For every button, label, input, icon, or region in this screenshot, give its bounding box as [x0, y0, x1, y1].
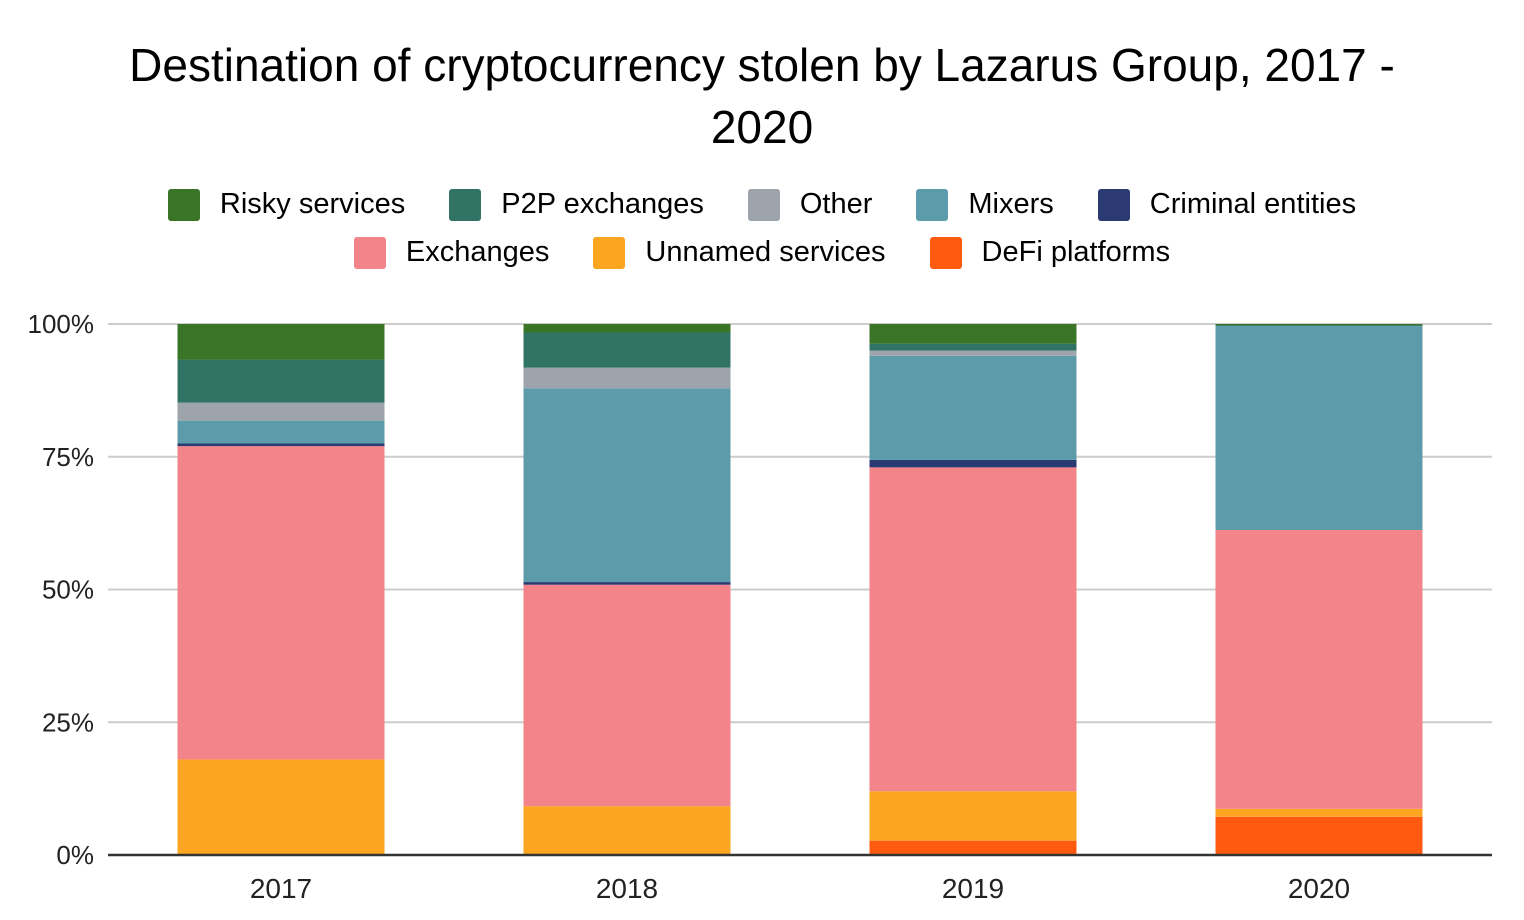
legend-swatch [449, 188, 482, 221]
legend-item-risky-services[interactable]: Risky services [167, 188, 406, 221]
bar-segment-p2p-exchanges[interactable] [1215, 325, 1423, 327]
bar-segment-p2p-exchanges[interactable] [177, 359, 385, 403]
bar-segment-exchanges[interactable] [1215, 530, 1423, 809]
legend-item-unnamed-services[interactable]: Unnamed services [593, 236, 886, 269]
legend-item-other[interactable]: Other [747, 188, 873, 221]
legend-label: Other [799, 188, 873, 220]
axes: 0% 25% 50% 75% 100% 2017 2018 2019 2020 [28, 309, 1492, 904]
bar-segment-p2p-exchanges[interactable] [869, 343, 1077, 351]
legend-swatch [916, 188, 949, 221]
bar-segment-mixers[interactable] [177, 420, 385, 444]
x-tick-label: 2020 [1288, 873, 1350, 904]
legend-item-p2p-exchanges[interactable]: P2P exchanges [449, 188, 704, 221]
x-tick-label: 2017 [250, 873, 312, 904]
bar-segment-exchanges[interactable] [177, 446, 385, 760]
bar-segment-risky-services[interactable] [523, 324, 731, 333]
y-tick-label: 75% [42, 442, 94, 472]
bar-segment-mixers[interactable] [1215, 326, 1423, 531]
bar-segment-unnamed-services[interactable] [1215, 808, 1423, 817]
y-tick-label: 25% [42, 707, 94, 737]
legend-row-1: Risky services P2P exchanges Other Mixer… [0, 188, 1524, 221]
chart-title-line-1: Destination of cryptocurrency stolen by … [129, 39, 1395, 91]
y-tick-label: 0% [56, 840, 94, 870]
bars [177, 324, 1423, 855]
legend-item-defi-platforms[interactable]: DeFi platforms [929, 236, 1171, 269]
bar-segment-mixers[interactable] [523, 388, 731, 583]
bar-segment-other[interactable] [523, 367, 731, 389]
bar-segment-other[interactable] [177, 402, 385, 421]
bar-segment-unnamed-services[interactable] [177, 759, 385, 855]
legend-item-exchanges[interactable]: Exchanges [353, 236, 550, 269]
legend-label: Mixers [968, 188, 1054, 220]
chart-title-line-2: 2020 [710, 101, 814, 153]
bar-segment-criminal-entities[interactable] [177, 443, 385, 447]
bar-segment-risky-services[interactable] [177, 324, 385, 360]
bar-segment-exchanges[interactable] [523, 584, 731, 807]
bar-segment-mixers[interactable] [869, 355, 1077, 460]
bar-segment-criminal-entities[interactable] [523, 582, 731, 585]
y-tick-label: 100% [28, 309, 95, 339]
legend-label: DeFi platforms [981, 236, 1171, 268]
legend-row-2: Exchanges Unnamed services DeFi platform… [0, 236, 1524, 269]
legend-swatch [747, 188, 780, 221]
bar-segment-criminal-entities[interactable] [869, 459, 1077, 468]
x-tick-label: 2018 [596, 873, 658, 904]
legend-label: Criminal entities [1149, 188, 1357, 220]
legend-swatch [167, 188, 200, 221]
bar-segment-risky-services[interactable] [1215, 324, 1423, 326]
legend-swatch [593, 236, 626, 269]
legend-swatch [929, 236, 962, 269]
chart-title: Destination of cryptocurrency stolen by … [0, 34, 1524, 158]
legend-label: Exchanges [405, 236, 550, 268]
legend-label: Risky services [219, 188, 406, 220]
legend-item-criminal-entities[interactable]: Criminal entities [1097, 188, 1357, 221]
legend-swatch [353, 236, 386, 269]
y-tick-label: 50% [42, 575, 94, 605]
bar-segment-exchanges[interactable] [869, 467, 1077, 792]
bar-segment-defi-platforms[interactable] [1215, 816, 1423, 855]
bar-segment-risky-services[interactable] [869, 324, 1077, 344]
legend-item-mixers[interactable]: Mixers [916, 188, 1054, 221]
x-tick-label: 2019 [942, 873, 1004, 904]
legend-label: P2P exchanges [501, 188, 704, 220]
bar-segment-other[interactable] [869, 350, 1077, 356]
bar-segment-defi-platforms[interactable] [869, 840, 1077, 855]
bar-segment-p2p-exchanges[interactable] [523, 332, 731, 368]
bar-segment-unnamed-services[interactable] [523, 806, 731, 855]
legend-swatch [1097, 188, 1130, 221]
bar-segment-unnamed-services[interactable] [869, 791, 1077, 841]
legend-label: Unnamed services [645, 236, 886, 268]
